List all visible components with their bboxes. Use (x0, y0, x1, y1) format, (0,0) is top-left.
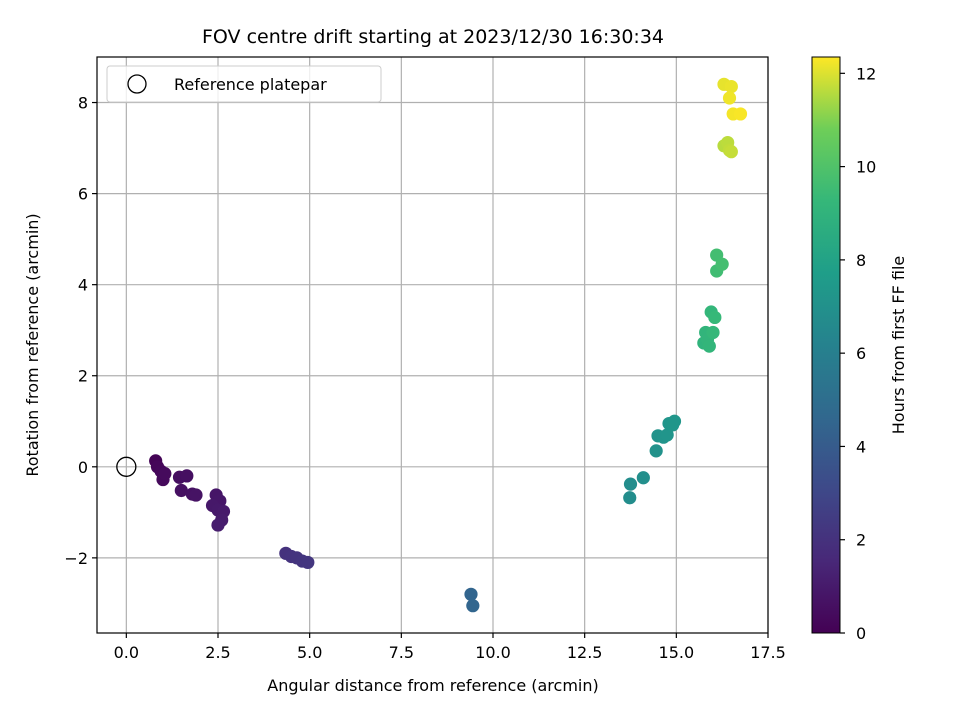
data-point (623, 491, 637, 505)
colorbar-tick-label: 2 (856, 531, 866, 550)
data-point (623, 477, 638, 491)
legend-entry: Reference platepar (174, 75, 327, 94)
data-point (733, 107, 748, 121)
y-tick-label: 0 (78, 458, 88, 477)
colorbar-tick-label: 12 (856, 64, 876, 83)
data-point (708, 310, 722, 325)
legend: Reference platepar (106, 65, 382, 103)
legend-box (106, 65, 382, 103)
data-point (666, 418, 680, 432)
data-point (158, 467, 172, 481)
colorbar-gradient (811, 56, 841, 634)
legend-reference-marker (127, 74, 147, 94)
data-point (189, 488, 203, 502)
data-point (660, 428, 674, 442)
y-axis-ticks: −2 0 2 4 6 8 (64, 94, 97, 568)
x-axis-label: Angular distance from reference (arcmin) (267, 676, 598, 695)
y-tick-label: 2 (78, 367, 88, 386)
chart-title: FOV centre drift starting at 2023/12/30 … (202, 26, 664, 48)
reference-platepar-marker (116, 456, 137, 477)
x-tick-label: 17.5 (750, 643, 786, 662)
colorbar-tick-label: 6 (856, 344, 866, 363)
data-point (211, 518, 225, 532)
colorbar-tick-label: 4 (856, 437, 866, 456)
colorbar: 0 2 4 6 8 10 12 Hours from first FF file (811, 56, 908, 643)
y-tick-label: −2 (64, 549, 88, 568)
x-tick-label: 10.0 (475, 643, 511, 662)
data-point (174, 483, 188, 498)
y-tick-label: 8 (78, 94, 88, 113)
x-tick-label: 0.0 (114, 643, 139, 662)
x-axis-ticks: 0.0 2.5 5.0 7.5 10.0 12.5 15.0 17.5 (114, 633, 786, 662)
colorbar-tick-label: 10 (856, 158, 876, 177)
data-point (722, 91, 737, 105)
data-points (149, 77, 748, 613)
data-point (649, 444, 663, 458)
y-axis-label: Rotation from reference (arcmin) (23, 213, 42, 476)
x-tick-label: 15.0 (659, 643, 695, 662)
data-point (715, 257, 729, 271)
data-point (466, 599, 480, 613)
x-tick-label: 12.5 (567, 643, 603, 662)
colorbar-tick-label: 0 (856, 624, 866, 643)
colorbar-label: Hours from first FF file (889, 256, 908, 435)
plot-frame (96, 56, 769, 634)
data-point (702, 339, 716, 353)
x-tick-label: 5.0 (297, 643, 322, 662)
grid-lines (97, 57, 769, 633)
x-tick-label: 7.5 (389, 643, 414, 662)
colorbar-tick-label: 8 (856, 251, 866, 270)
colorbar-ticks: 0 2 4 6 8 10 12 (840, 64, 876, 643)
data-point (724, 145, 738, 159)
data-point (706, 325, 720, 340)
y-tick-label: 4 (78, 276, 88, 295)
data-point (636, 471, 650, 485)
x-tick-label: 2.5 (205, 643, 230, 662)
data-point (180, 469, 194, 483)
data-point (464, 587, 478, 601)
y-tick-label: 6 (78, 185, 88, 204)
reference-layer (116, 456, 137, 477)
data-point (724, 79, 738, 94)
data-point (301, 555, 315, 570)
